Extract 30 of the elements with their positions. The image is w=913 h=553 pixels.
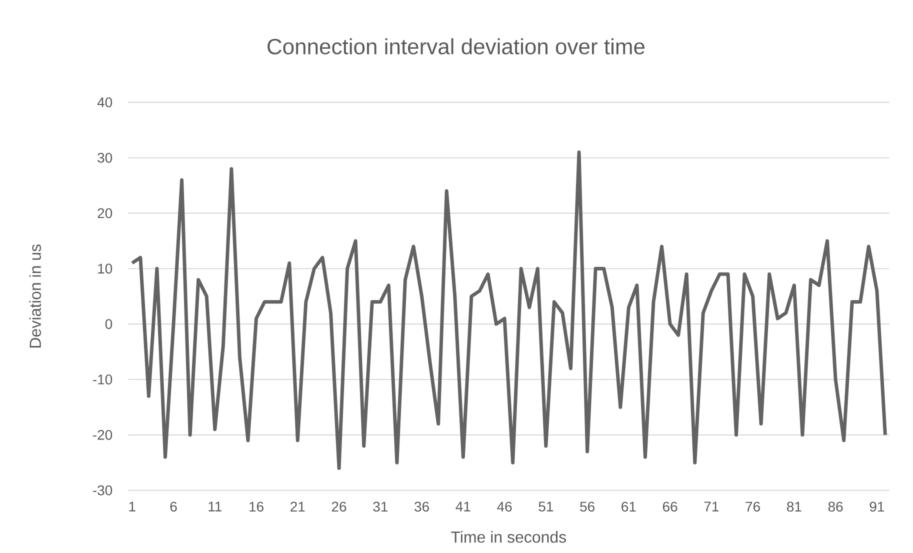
x-tick-label: 86 [828, 502, 843, 512]
y-tick-label: 0 [105, 319, 112, 330]
y-tick-label: 40 [97, 97, 112, 108]
x-tick-label: 46 [497, 502, 512, 512]
x-tick-label: 36 [414, 502, 429, 512]
x-tick-label: 76 [746, 502, 760, 512]
x-tick-label: 51 [538, 502, 553, 512]
chart-title: Connection interval deviation over time [268, 38, 644, 54]
x-tick-label: 41 [456, 502, 470, 512]
y-tick-label: -20 [93, 430, 112, 440]
x-tick-label: 31 [373, 502, 388, 512]
y-tick-label: 10 [98, 264, 112, 274]
x-axis-title: Time in seconds [451, 531, 566, 543]
x-tick-label: 26 [332, 502, 346, 512]
y-tick-label: 20 [98, 208, 112, 218]
x-tick-label: 91 [870, 502, 884, 512]
y-tick-label: -10 [93, 374, 112, 384]
x-tick-label: 56 [580, 502, 594, 512]
y-axis-title: Deviation in us [29, 244, 41, 348]
x-tick-label: 1 [129, 502, 136, 512]
x-tick-label: 21 [290, 502, 305, 512]
x-tick-label: 66 [662, 502, 678, 512]
x-tick-label: 16 [250, 502, 264, 512]
x-tick-label: 11 [208, 502, 222, 512]
y-tick-label: -30 [93, 485, 112, 496]
x-tick-label: 71 [704, 502, 719, 512]
x-tick-label: 61 [622, 502, 636, 512]
x-tick-label: 81 [786, 502, 802, 512]
x-tick-label: 6 [170, 502, 177, 512]
y-tick-label: 30 [98, 152, 112, 163]
